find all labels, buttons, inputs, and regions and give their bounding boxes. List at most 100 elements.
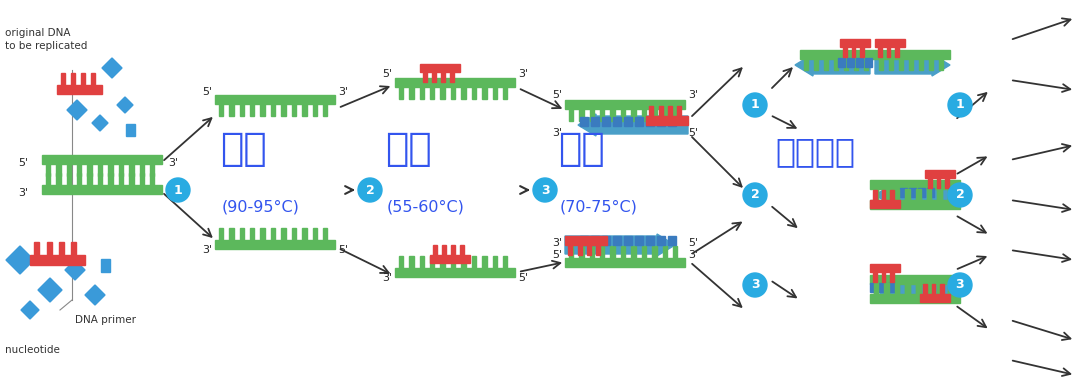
- Bar: [870, 180, 960, 189]
- Bar: [35, 242, 40, 255]
- Bar: [929, 59, 933, 70]
- Bar: [878, 47, 881, 57]
- Bar: [430, 255, 470, 263]
- Bar: [130, 164, 134, 176]
- Bar: [843, 47, 847, 57]
- Bar: [215, 240, 335, 249]
- Bar: [240, 228, 244, 240]
- Bar: [569, 246, 573, 258]
- Bar: [108, 173, 112, 185]
- Bar: [579, 246, 583, 258]
- Bar: [578, 245, 581, 255]
- Text: 1: 1: [751, 99, 759, 112]
- Polygon shape: [117, 97, 133, 113]
- Bar: [271, 228, 275, 240]
- Text: 5': 5': [18, 158, 28, 168]
- Bar: [646, 117, 654, 126]
- Bar: [292, 104, 296, 116]
- Polygon shape: [85, 285, 105, 305]
- Bar: [936, 178, 941, 188]
- Bar: [870, 294, 960, 303]
- Bar: [409, 87, 414, 99]
- Bar: [635, 117, 643, 126]
- Bar: [150, 164, 154, 176]
- Polygon shape: [67, 100, 87, 120]
- Bar: [591, 117, 599, 126]
- Bar: [482, 256, 487, 268]
- Bar: [945, 178, 949, 188]
- Polygon shape: [92, 115, 108, 131]
- Bar: [918, 59, 922, 70]
- Bar: [119, 173, 123, 185]
- Circle shape: [743, 183, 767, 207]
- FancyArrow shape: [565, 234, 675, 256]
- Text: 延伸: 延伸: [558, 130, 605, 168]
- Polygon shape: [65, 260, 85, 280]
- Bar: [916, 283, 920, 294]
- Bar: [874, 284, 878, 295]
- Bar: [81, 73, 84, 85]
- Bar: [430, 87, 434, 99]
- Bar: [860, 47, 864, 57]
- Text: 5': 5': [688, 128, 698, 138]
- Text: 5': 5': [552, 90, 562, 100]
- Bar: [57, 85, 102, 94]
- Bar: [590, 109, 594, 121]
- Bar: [590, 246, 594, 258]
- Bar: [632, 246, 636, 258]
- Bar: [503, 256, 508, 268]
- Bar: [87, 164, 92, 176]
- Circle shape: [948, 273, 972, 297]
- Bar: [503, 87, 508, 99]
- Bar: [885, 189, 889, 200]
- Bar: [302, 104, 307, 116]
- Bar: [45, 164, 50, 176]
- Bar: [669, 117, 676, 126]
- Bar: [302, 228, 307, 240]
- Bar: [673, 109, 677, 121]
- Bar: [215, 95, 335, 104]
- Bar: [873, 272, 877, 282]
- Text: 3': 3': [552, 238, 562, 248]
- Text: (70-75°C): (70-75°C): [561, 200, 638, 215]
- Bar: [271, 104, 275, 116]
- Bar: [472, 87, 476, 99]
- Text: 5': 5': [518, 273, 528, 283]
- Circle shape: [948, 183, 972, 207]
- Text: 变性: 变性: [220, 130, 267, 168]
- Bar: [67, 173, 71, 185]
- Bar: [600, 246, 605, 258]
- Text: 5': 5': [202, 87, 212, 97]
- Bar: [399, 87, 403, 99]
- Bar: [323, 104, 327, 116]
- Bar: [130, 173, 134, 185]
- Bar: [840, 39, 870, 47]
- Bar: [229, 228, 233, 240]
- Bar: [813, 59, 818, 70]
- Bar: [240, 104, 244, 116]
- Text: 1: 1: [174, 184, 183, 197]
- Bar: [610, 109, 615, 121]
- Bar: [937, 283, 942, 294]
- Bar: [432, 72, 435, 82]
- Bar: [905, 283, 910, 294]
- Text: DNA primer: DNA primer: [75, 315, 136, 325]
- Bar: [847, 58, 854, 67]
- Bar: [937, 284, 942, 295]
- Bar: [838, 58, 845, 67]
- Text: 3': 3': [688, 250, 698, 260]
- Polygon shape: [102, 58, 122, 78]
- Bar: [91, 73, 95, 85]
- Bar: [905, 189, 910, 200]
- Bar: [613, 236, 621, 245]
- Bar: [928, 178, 932, 188]
- Text: 多次循环: 多次循环: [775, 135, 855, 168]
- Bar: [461, 256, 465, 268]
- Bar: [77, 164, 81, 176]
- Bar: [905, 189, 910, 200]
- Bar: [948, 189, 953, 200]
- Bar: [888, 283, 895, 292]
- Text: 5': 5': [168, 188, 178, 198]
- Bar: [642, 246, 646, 258]
- Bar: [662, 109, 667, 121]
